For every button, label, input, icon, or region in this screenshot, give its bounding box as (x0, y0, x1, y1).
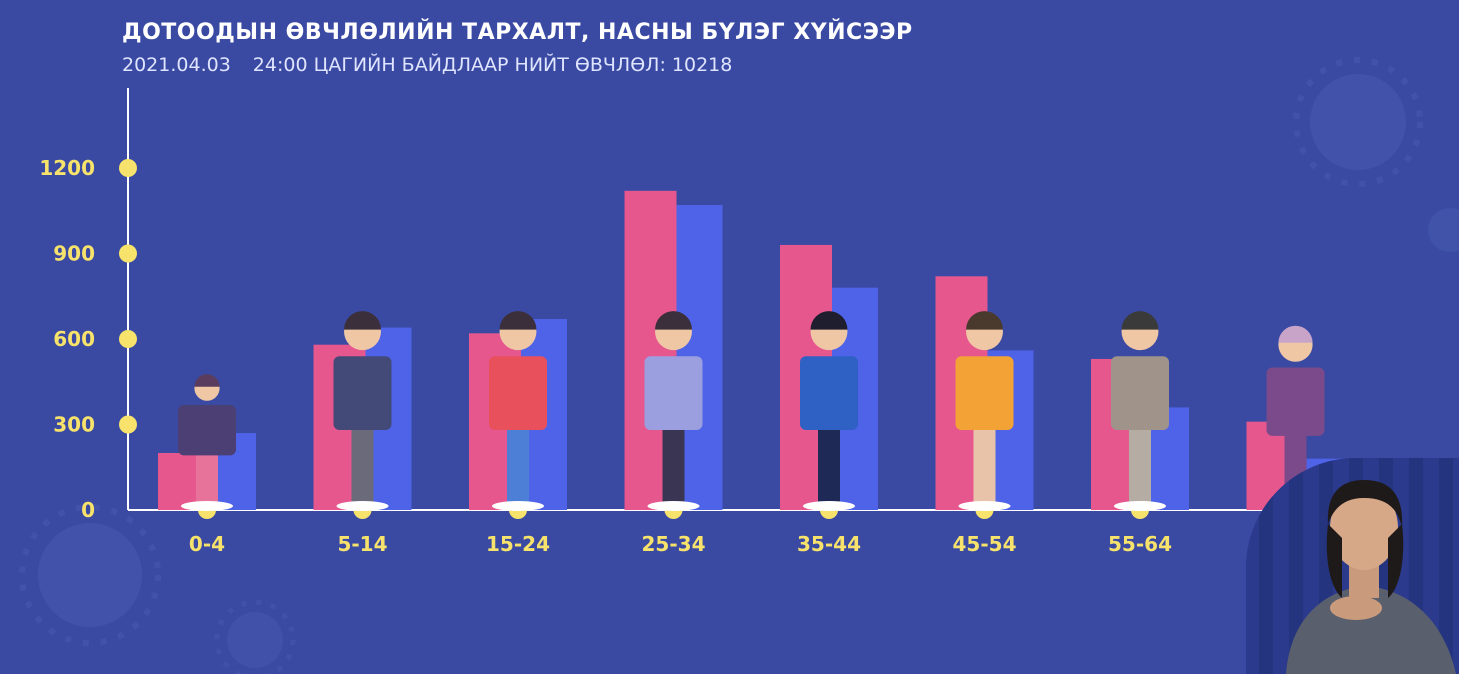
person-hair-icon (344, 311, 381, 330)
person-hair-icon (499, 311, 537, 330)
subtitle-date: 2021.04.03 (122, 54, 231, 76)
y-tick-dot (119, 415, 137, 434)
person-body-icon (333, 356, 392, 431)
person-legs-icon (973, 423, 996, 506)
person-icon (800, 311, 858, 511)
chart-title: ДОТООДЫН ӨВЧЛӨЛИЙН ТАРХАЛТ, НАСНЫ БҮЛЭГ … (122, 20, 913, 45)
chart-subtitle: 2021.04.03 24:00 ЦАГИЙН БАЙДЛААР НИЙТ ӨВЧ… (122, 54, 732, 76)
y-tick-label: 600 (53, 327, 95, 351)
person-icon (644, 311, 703, 511)
person-legs-icon (507, 423, 529, 506)
person-hair-icon (966, 311, 1003, 330)
person-legs-icon (818, 423, 840, 506)
person-shoes-icon (1114, 501, 1166, 511)
person-legs-icon (662, 423, 685, 506)
person-body-icon (489, 356, 547, 431)
person-icon (1111, 311, 1169, 511)
person-legs-icon (351, 423, 374, 506)
x-tick-label: 5-14 (337, 532, 387, 556)
person-illustrations (178, 311, 1325, 511)
person-body-icon (644, 356, 703, 431)
virus-icon (1293, 57, 1423, 187)
virus-icon (214, 599, 296, 674)
y-tick-label: 0 (81, 498, 95, 522)
sign-language-interpreter (1246, 458, 1459, 674)
y-tick-label: 300 (53, 413, 95, 437)
x-tick-label: 45-54 (953, 532, 1017, 556)
person-icon (955, 311, 1014, 511)
y-tick-label: 900 (53, 242, 95, 266)
person-shoes-icon (647, 501, 700, 511)
virus-icon (1428, 208, 1459, 252)
person-hair-icon (655, 311, 692, 330)
y-tick-dot (119, 159, 137, 177)
y-tick-dot (119, 330, 137, 348)
x-tick-label: 0-4 (189, 532, 225, 556)
x-tick-label: 55-64 (1108, 532, 1172, 556)
bar-series (158, 190, 1345, 511)
person-shoes-icon (958, 501, 1011, 511)
person-legs-icon (1129, 423, 1151, 506)
person-body-icon (1111, 356, 1169, 431)
person-hair-icon (810, 311, 848, 330)
x-tick-label: 15-24 (486, 532, 550, 556)
person-hair-icon (1121, 311, 1159, 330)
interpreter-icon (1246, 458, 1459, 674)
person-hair-icon (194, 374, 220, 387)
person-icon (489, 311, 547, 511)
x-tick-label: 35-44 (797, 532, 861, 556)
person-body-icon (1266, 367, 1325, 436)
virus-icon (19, 504, 161, 646)
person-body-icon (178, 405, 236, 456)
person-icon (333, 311, 392, 511)
person-legs-icon (196, 451, 218, 508)
y-tick-label: 1200 (39, 156, 95, 180)
person-icon (178, 374, 236, 511)
person-shoes-icon (803, 501, 855, 511)
y-tick-dot (119, 244, 137, 263)
person-shoes-icon (181, 501, 233, 511)
person-hair-icon (1278, 325, 1313, 343)
person-shoes-icon (492, 501, 544, 511)
person-body-icon (800, 356, 858, 431)
subtitle-total: 24:00 ЦАГИЙН БАЙДЛААР НИЙТ ӨВЧЛӨЛ: 10218 (252, 54, 733, 76)
x-tick-label: 25-34 (642, 532, 706, 556)
person-body-icon (955, 356, 1014, 431)
axis-labels: 0 300 600 900 1200 0-4 5-14 15-24 25-34 35-44 45-5… (39, 156, 1172, 556)
person-shoes-icon (336, 501, 389, 511)
